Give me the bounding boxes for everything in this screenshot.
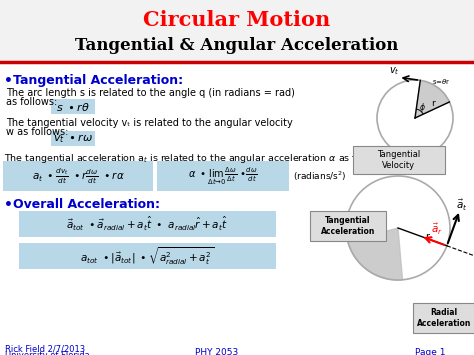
Text: w as follows:: w as follows: <box>6 127 68 137</box>
Text: $\alpha\ \bullet\lim_{\Delta t\to 0}\frac{\Delta\omega}{\Delta t}\ \bullet\frac{: $\alpha\ \bullet\lim_{\Delta t\to 0}\fra… <box>188 165 258 187</box>
Text: Circular Motion: Circular Motion <box>143 10 331 30</box>
Text: PHY 2053: PHY 2053 <box>195 348 238 355</box>
Text: r: r <box>426 232 429 242</box>
Text: $\vec{a}_t$: $\vec{a}_t$ <box>456 198 467 213</box>
Text: Tangential
Acceleration: Tangential Acceleration <box>321 216 375 236</box>
Polygon shape <box>415 80 449 118</box>
Text: $\phi$: $\phi$ <box>419 101 426 114</box>
Text: Tangential
Velocity: Tangential Velocity <box>377 150 420 170</box>
Text: Tangential & Angular Acceleration: Tangential & Angular Acceleration <box>75 38 399 55</box>
FancyBboxPatch shape <box>3 161 153 191</box>
Text: The tangential acceleration a$_t$ is related to the angular acceleration $\alpha: The tangential acceleration a$_t$ is rel… <box>4 152 389 165</box>
Text: University of Florida: University of Florida <box>5 351 90 355</box>
FancyBboxPatch shape <box>51 131 95 146</box>
FancyBboxPatch shape <box>413 303 474 333</box>
Text: $v_t\ \bullet r\omega$: $v_t\ \bullet r\omega$ <box>53 133 93 146</box>
FancyBboxPatch shape <box>19 211 276 237</box>
Text: $a_{tot}\ \bullet|\vec{a}_{tot}|\ \bullet\sqrt{a_{radial}^2+a_t^2}$: $a_{tot}\ \bullet|\vec{a}_{tot}|\ \bulle… <box>80 245 214 267</box>
Text: •: • <box>4 74 13 88</box>
FancyBboxPatch shape <box>51 99 95 114</box>
Text: Tangential Acceleration:: Tangential Acceleration: <box>13 74 183 87</box>
FancyBboxPatch shape <box>0 0 474 62</box>
Text: (radians/s$^2$): (radians/s$^2$) <box>293 169 346 183</box>
Text: The tangential velocity vₜ is related to the angular velocity: The tangential velocity vₜ is related to… <box>6 118 293 128</box>
Text: Overall Acceleration:: Overall Acceleration: <box>13 198 160 211</box>
Text: s=$\theta$r: s=$\theta$r <box>432 77 451 86</box>
Text: as follows:: as follows: <box>6 97 57 107</box>
FancyBboxPatch shape <box>157 161 289 191</box>
Text: $v_t$: $v_t$ <box>389 65 400 77</box>
Text: •: • <box>4 198 13 212</box>
Polygon shape <box>348 228 402 280</box>
FancyBboxPatch shape <box>19 243 276 269</box>
Text: Rick Field 2/7/2013: Rick Field 2/7/2013 <box>5 345 85 354</box>
Text: The arc length s is related to the angle q (in radians = rad): The arc length s is related to the angle… <box>6 88 295 98</box>
Text: r: r <box>431 99 435 108</box>
FancyBboxPatch shape <box>310 211 386 241</box>
FancyBboxPatch shape <box>353 146 445 174</box>
Text: $\vec{a}_{tot}\ \bullet\vec{a}_{radial}+a_t\hat{t}\ \bullet\ a_{radial}\hat{r}+a: $\vec{a}_{tot}\ \bullet\vec{a}_{radial}+… <box>66 215 228 233</box>
Text: Page 1: Page 1 <box>415 348 446 355</box>
Text: $a_t\ \bullet\frac{dv_t}{dt}\ \bullet r\frac{d\omega}{dt}\ \bullet r\alpha$: $a_t\ \bullet\frac{dv_t}{dt}\ \bullet r\… <box>32 166 124 186</box>
Text: Radial
Acceleration: Radial Acceleration <box>417 308 471 328</box>
Text: $\vec{a}_r$: $\vec{a}_r$ <box>431 222 443 237</box>
Text: $s\ \bullet r\theta$: $s\ \bullet r\theta$ <box>56 101 90 113</box>
